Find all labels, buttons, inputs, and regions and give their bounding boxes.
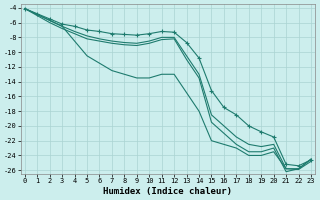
X-axis label: Humidex (Indice chaleur): Humidex (Indice chaleur) (103, 187, 232, 196)
